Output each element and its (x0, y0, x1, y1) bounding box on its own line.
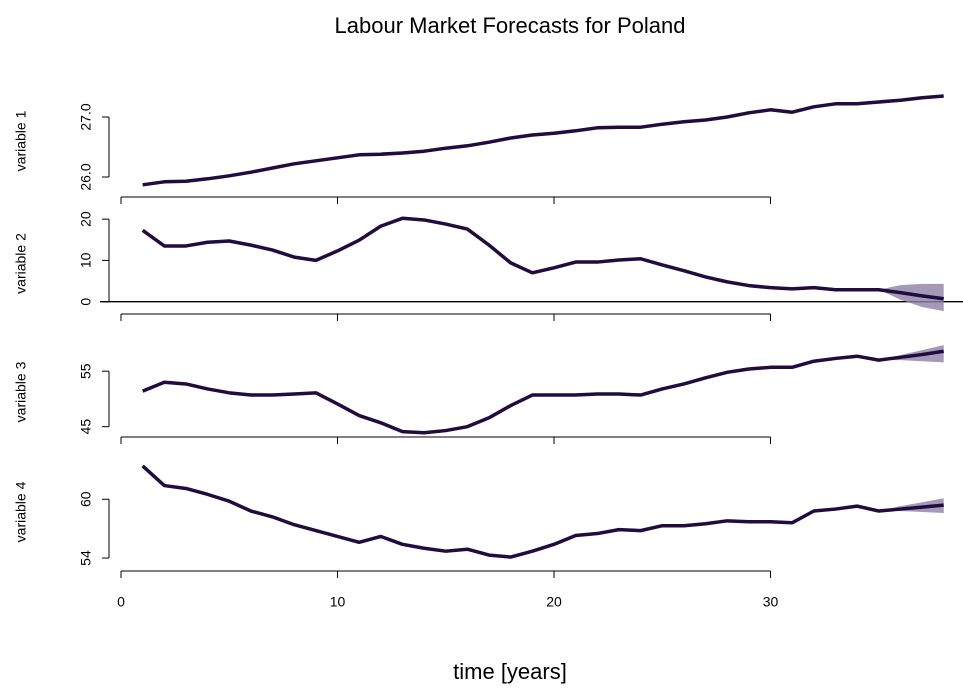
data-line (141, 349, 944, 435)
x-tick-label: 0 (117, 594, 125, 610)
y-tick-label: 20 (78, 211, 94, 227)
y-tick-label: 45 (78, 419, 94, 435)
y-tick-label: 26.0 (78, 163, 94, 190)
y-tick-label: 10 (78, 252, 94, 268)
x-tick-label: 10 (330, 594, 346, 610)
y-axis-label: variable 2 (13, 233, 29, 294)
x-axis-label: time [years] (453, 659, 567, 684)
data-line (141, 464, 944, 559)
x-tick-label: 20 (546, 594, 562, 610)
data-line (142, 94, 944, 187)
y-axis-label: variable 4 (13, 481, 29, 542)
chart-title: Labour Market Forecasts for Poland (335, 13, 686, 38)
y-tick-label: 0 (78, 298, 94, 306)
y-tick-label: 27.0 (78, 103, 94, 130)
y-tick-label: 60 (78, 491, 94, 507)
y-axis-label: variable 1 (13, 110, 29, 171)
data-line (141, 216, 944, 301)
x-tick-label: 30 (763, 594, 779, 610)
y-axis-label: variable 3 (13, 361, 29, 422)
y-tick-label: 54 (78, 550, 94, 566)
y-tick-label: 55 (78, 363, 94, 379)
